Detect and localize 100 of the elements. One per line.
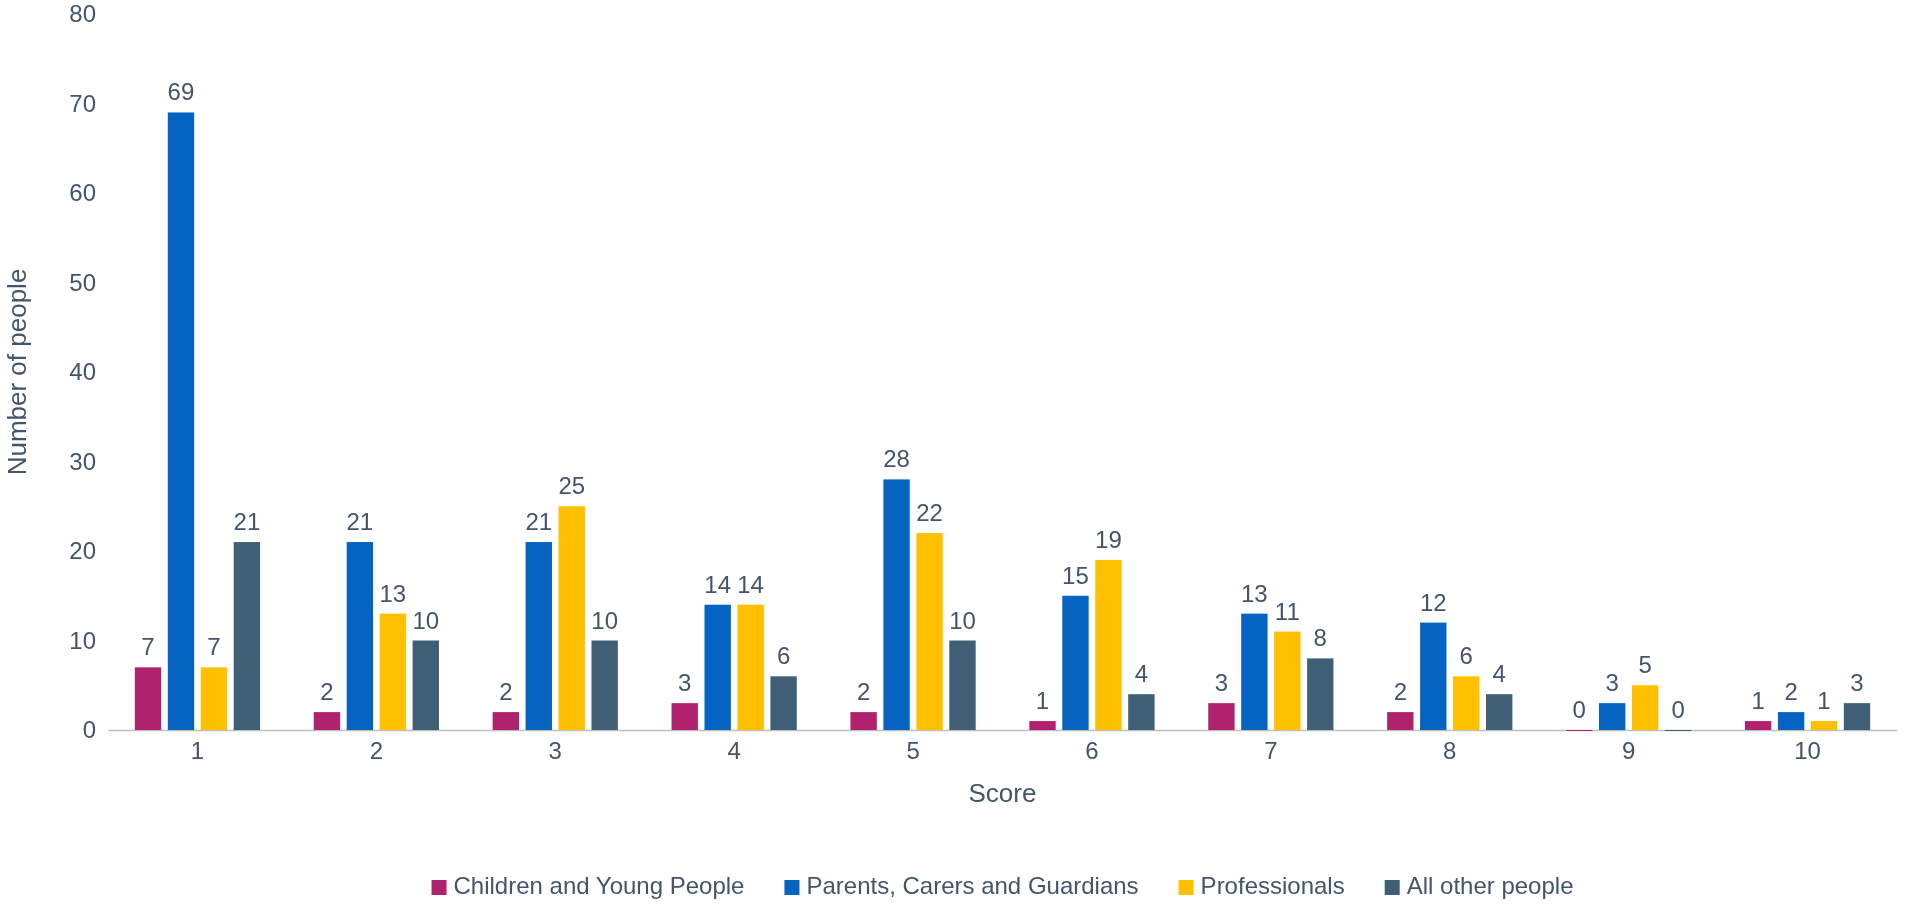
bar — [558, 506, 585, 730]
y-tick-label: 20 — [69, 537, 96, 565]
data-label: 0 — [1572, 696, 1586, 723]
bar — [770, 676, 797, 730]
bar — [346, 542, 374, 730]
data-label: 21 — [525, 508, 553, 536]
x-tick-label: 4 — [727, 737, 741, 765]
data-label: 2 — [856, 678, 871, 706]
bar — [1453, 676, 1480, 730]
bar — [883, 479, 910, 730]
bar — [1307, 658, 1334, 730]
data-label: 22 — [916, 499, 943, 527]
bar — [412, 640, 439, 730]
bar — [591, 640, 618, 730]
data-label: 13 — [379, 579, 407, 607]
x-tick-label: 10 — [1794, 737, 1821, 765]
y-axis-title: Number of people — [2, 268, 32, 476]
data-label: 1 — [1035, 687, 1050, 715]
bar — [1387, 712, 1414, 730]
y-tick-label: 30 — [69, 447, 96, 475]
data-label: 69 — [167, 78, 195, 106]
bar — [1420, 622, 1447, 730]
y-tick-label: 70 — [69, 89, 96, 117]
x-tick-label: 9 — [1621, 737, 1636, 765]
bar — [850, 712, 877, 730]
y-tick-label: 0 — [82, 716, 96, 744]
x-tick-label: 6 — [1085, 737, 1099, 765]
bar — [916, 533, 943, 730]
x-tick-label: 3 — [548, 737, 562, 765]
legend-label: Professionals — [1200, 872, 1345, 899]
bar — [167, 112, 195, 730]
bar — [737, 604, 764, 730]
bar — [1274, 631, 1301, 730]
data-label: 2 — [1784, 678, 1798, 706]
bar — [704, 604, 731, 730]
data-label: 1 — [1751, 687, 1765, 715]
y-tick-label: 60 — [69, 179, 96, 207]
legend-label: Children and Young People — [453, 872, 745, 899]
y-tick-label: 50 — [69, 268, 96, 296]
bar — [1810, 721, 1838, 730]
bar — [1843, 703, 1871, 730]
data-label: 5 — [1638, 651, 1652, 679]
bar — [313, 712, 341, 730]
bar — [1062, 595, 1089, 730]
data-label: 3 — [1214, 669, 1229, 697]
bar — [671, 703, 698, 730]
legend-label: Parents, Carers and Guardians — [806, 872, 1139, 899]
bar — [1744, 721, 1772, 730]
y-tick-label: 80 — [69, 0, 96, 28]
x-tick-label: 2 — [369, 737, 384, 765]
x-tick-label: 7 — [1264, 737, 1278, 765]
data-label: 2 — [499, 678, 513, 706]
data-label: 11 — [1274, 597, 1300, 625]
bar — [200, 667, 228, 730]
bar — [1598, 703, 1626, 730]
x-tick-label: 1 — [190, 737, 205, 765]
data-label: 2 — [320, 678, 334, 706]
data-label: 25 — [558, 472, 586, 500]
data-label: 8 — [1313, 624, 1327, 652]
y-tick-label: 40 — [69, 358, 96, 386]
data-label: 3 — [1605, 669, 1619, 697]
data-label: 13 — [1241, 579, 1268, 607]
y-tick-label: 10 — [69, 626, 96, 654]
x-tick-label: 5 — [906, 737, 920, 765]
data-label: 6 — [1459, 642, 1473, 670]
bar — [1128, 694, 1155, 730]
data-label: 0 — [1671, 696, 1685, 723]
bar — [233, 542, 261, 730]
data-label: 14 — [704, 570, 732, 598]
data-label: 6 — [776, 642, 791, 670]
data-label: 7 — [207, 633, 221, 661]
data-label: 10 — [591, 606, 619, 634]
data-label: 4 — [1134, 660, 1149, 688]
data-label: 21 — [346, 508, 374, 536]
bar — [379, 613, 407, 730]
data-label: 10 — [949, 606, 976, 634]
bar — [1029, 721, 1056, 730]
data-label: 1 — [1817, 687, 1831, 715]
data-label: 15 — [1062, 561, 1089, 589]
legend-label: All other people — [1406, 872, 1574, 899]
bar — [1486, 694, 1513, 730]
data-label: 10 — [412, 606, 440, 634]
bar — [134, 667, 162, 730]
bar — [1095, 559, 1122, 730]
data-label: 4 — [1492, 660, 1506, 688]
x-tick-label: 8 — [1443, 737, 1457, 765]
x-axis-title: Score — [968, 778, 1037, 808]
bar — [1631, 685, 1659, 730]
data-label: 2 — [1393, 678, 1407, 706]
data-label: 14 — [737, 570, 764, 598]
data-label: 3 — [1850, 669, 1864, 697]
bar — [492, 712, 519, 730]
data-label: 28 — [883, 445, 910, 473]
bar — [1241, 613, 1268, 730]
data-label: 7 — [141, 633, 155, 661]
data-label: 12 — [1419, 588, 1447, 616]
data-label: 3 — [678, 669, 692, 697]
bar — [1777, 712, 1805, 730]
data-label: 19 — [1095, 525, 1122, 553]
bar — [949, 640, 976, 730]
